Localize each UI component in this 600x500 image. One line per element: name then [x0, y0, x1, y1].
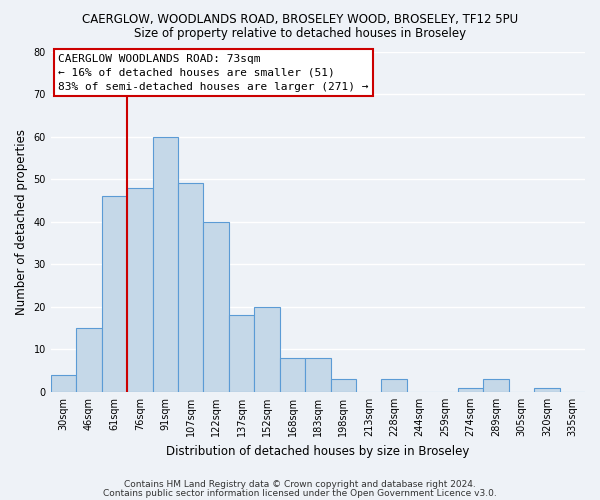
- Bar: [254, 307, 280, 392]
- Bar: [152, 136, 178, 392]
- Text: CAERGLOW WOODLANDS ROAD: 73sqm
← 16% of detached houses are smaller (51)
83% of : CAERGLOW WOODLANDS ROAD: 73sqm ← 16% of …: [58, 54, 369, 92]
- Bar: [280, 358, 305, 392]
- Text: Size of property relative to detached houses in Broseley: Size of property relative to detached ho…: [134, 28, 466, 40]
- Bar: [305, 358, 331, 392]
- Bar: [229, 316, 254, 392]
- X-axis label: Distribution of detached houses by size in Broseley: Distribution of detached houses by size …: [166, 444, 470, 458]
- Bar: [382, 379, 407, 392]
- Bar: [458, 388, 483, 392]
- Bar: [534, 388, 560, 392]
- Bar: [203, 222, 229, 392]
- Bar: [101, 196, 127, 392]
- Y-axis label: Number of detached properties: Number of detached properties: [15, 128, 28, 314]
- Bar: [483, 379, 509, 392]
- Text: CAERGLOW, WOODLANDS ROAD, BROSELEY WOOD, BROSELEY, TF12 5PU: CAERGLOW, WOODLANDS ROAD, BROSELEY WOOD,…: [82, 12, 518, 26]
- Bar: [51, 375, 76, 392]
- Bar: [127, 188, 152, 392]
- Text: Contains public sector information licensed under the Open Government Licence v3: Contains public sector information licen…: [103, 488, 497, 498]
- Bar: [331, 379, 356, 392]
- Bar: [76, 328, 101, 392]
- Bar: [178, 184, 203, 392]
- Text: Contains HM Land Registry data © Crown copyright and database right 2024.: Contains HM Land Registry data © Crown c…: [124, 480, 476, 489]
